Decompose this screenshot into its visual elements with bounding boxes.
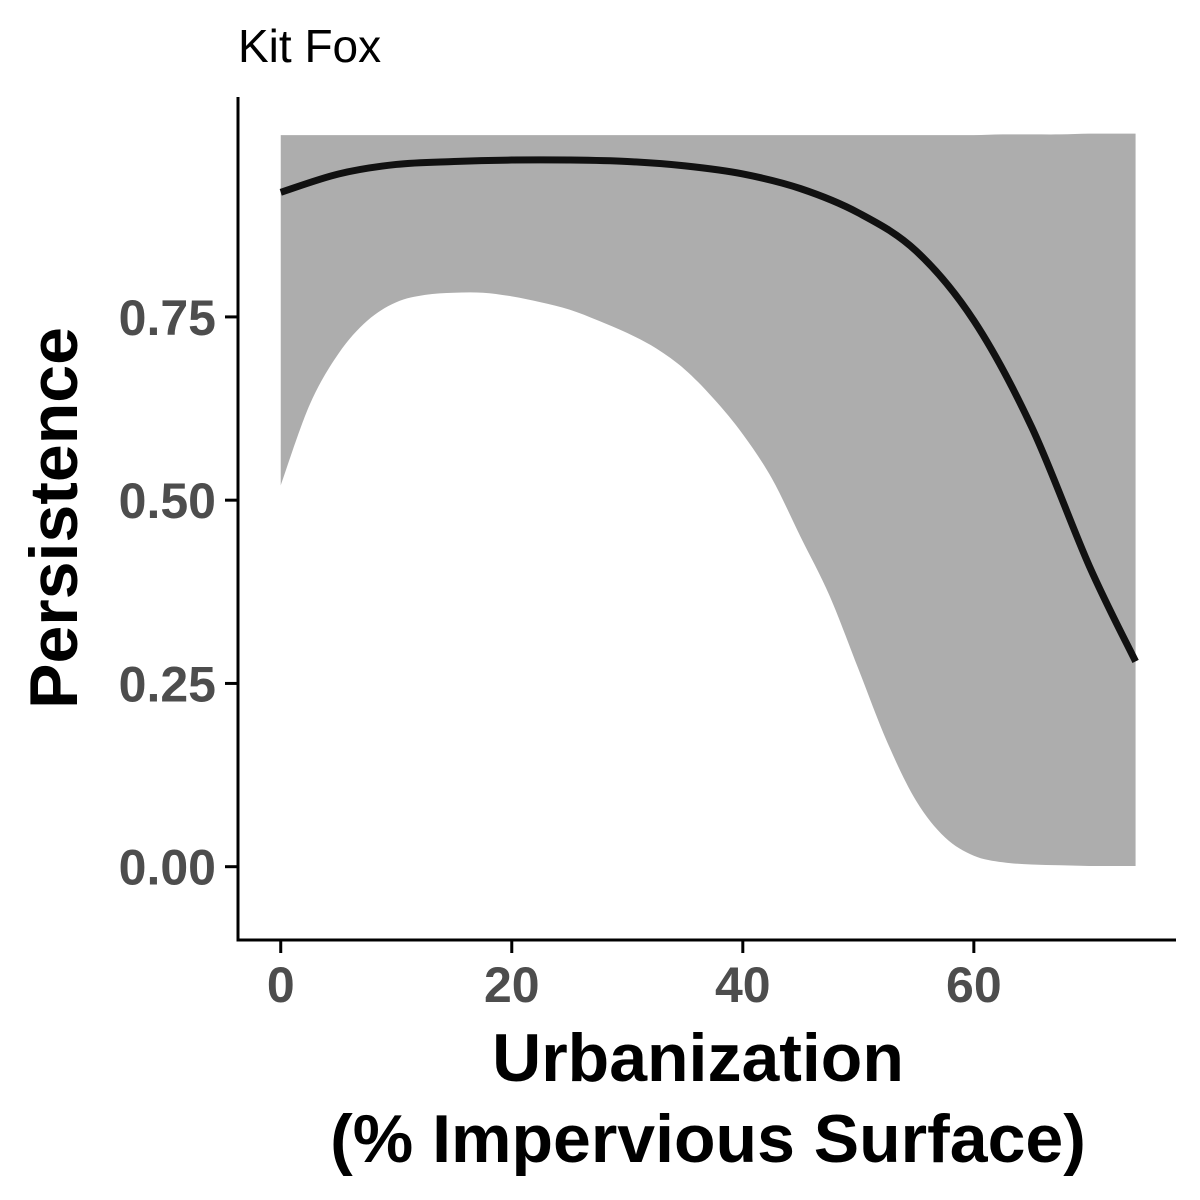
chart-title: Kit Fox [238,20,381,72]
x-axis-title-line-1: Urbanization [492,1020,904,1096]
x-tick-label: 20 [484,957,540,1013]
y-tick-label: 0.25 [119,656,216,712]
x-axis-title-line-2: (% Impervious Surface) [330,1101,1086,1177]
confidence-ribbon [280,133,1136,867]
y-tick-label: 0.50 [119,473,216,529]
x-tick-label: 0 [267,957,295,1013]
axes: 0 20 40 60 0.00 0.25 0.50 0.75 [119,97,1176,1013]
x-tick-label: 40 [715,957,771,1013]
y-tick-label: 0.75 [119,290,216,346]
plot-area [279,133,1139,867]
x-tick-label: 60 [946,957,1002,1013]
persistence-line [279,156,1139,663]
y-tick-label: 0.00 [119,840,216,896]
y-axis-title: Persistence [16,327,92,709]
